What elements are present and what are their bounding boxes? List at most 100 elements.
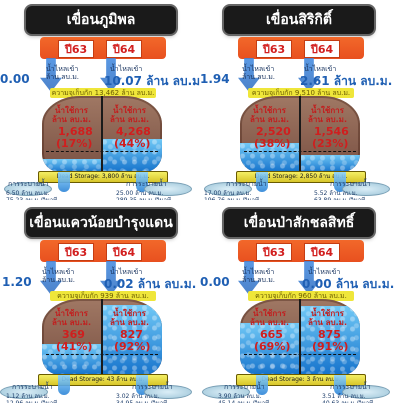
capacity-bar: ความจุเก็บกัก 939 ล้าน ลบ.ม. (50, 291, 156, 301)
release-label-left: การระบายน้ำ (226, 180, 267, 188)
vessel-right: น้ำใช้การ ล้าน ลบ.ม. 4,268 (44%) (102, 96, 162, 172)
inflow-value-left: 0.00 (0, 72, 30, 86)
water-fill-left (42, 343, 102, 375)
year-left-chip: ปี63 (256, 40, 292, 58)
year-left-chip: ปี63 (58, 40, 94, 58)
year-divider (299, 299, 301, 375)
inflow-label-right: น้ำไหลเข้า (304, 65, 337, 73)
vessel-right: น้ำใช้การ ล้าน ลบ.ม. 827 (92%) (102, 299, 162, 375)
vessel-right: น้ำใช้การ ล้าน ลบ.ม. 875 (91%) (300, 299, 360, 375)
outflow-stream-left (256, 172, 268, 192)
release-pool-left (204, 182, 252, 196)
usage-value-right: 875 (318, 328, 341, 341)
outflow-stream-left (58, 172, 70, 192)
usage-percent-right: (91%) (312, 340, 349, 353)
dam-panel: เขื่อนแควน้อยบำรุงแดน ปี63 ปี64 1.20 น้ำ… (0, 203, 200, 403)
year-right-chip: ปี64 (106, 40, 142, 58)
vessel-left: น้ำใช้การ ล้าน ลบ.ม. 369 (41%) (42, 299, 102, 375)
water-fill-left (240, 143, 300, 172)
release-label-right: การระบายน้ำ (126, 180, 167, 188)
water-fill-right (300, 305, 360, 375)
usage-value-right: 1,546 (314, 125, 349, 138)
release-label-right: การระบายน้ำ (132, 383, 173, 391)
inflow-value-right: 10.07 ล้าน ลบ.ม. (104, 74, 200, 88)
usage-value-left: 665 (260, 328, 283, 341)
inflow-label-left: น้ำไหลเข้า ล้าน ลบ.ม. (242, 268, 276, 284)
release-value-right: 3.02 ล้าน ลบ.ม. 34.95 ลบ.ม./วินาที (116, 393, 167, 403)
year-left-chip: ปี63 (58, 243, 94, 261)
year-left-chip: ปี63 (256, 243, 292, 261)
release-label-right: การระบายน้ำ (330, 180, 371, 188)
dead-storage-base: Dead Storage: 43 ล้าน ลบ.ม. (38, 374, 168, 386)
usage-percent-left: (41%) (56, 340, 93, 353)
release-value-left: 6.50 ล้าน ลบ.ม. 75.23 ลบ.ม./วินาที (6, 190, 57, 200)
year-right-chip: ปี64 (304, 243, 340, 261)
inflow-value-left: 0.00 (200, 275, 230, 289)
usage-value-left: 2,520 (256, 125, 291, 138)
reservoir-vessel: น้ำใช้การ ล้าน ลบ.ม. 665 (69%) น้ำใช้การ… (240, 299, 360, 375)
usage-label-right: น้ำใช้การ ล้าน ลบ.ม. (110, 309, 149, 327)
year-right-chip: ปี64 (106, 243, 142, 261)
water-fill-right (102, 305, 162, 375)
usage-label-left: น้ำใช้การ ล้าน ลบ.ม. (250, 106, 289, 124)
release-pool-right (144, 385, 192, 399)
capacity-bar: ความจุเก็บกัก 9,510 ล้าน ลบ.ม. (248, 88, 354, 98)
dead-storage-base: Dead Storage: 2,850 ล้าน ลบ.ม. (236, 171, 366, 183)
release-value-right: 3.51 ล้าน ลบ.ม. 40.63 ลบ.ม./วินาที (322, 393, 373, 403)
reservoir-vessel: น้ำใช้การ ล้าน ลบ.ม. 1,688 (17%) น้ำใช้ก… (42, 96, 162, 172)
release-pool-left (4, 182, 52, 196)
release-pool-left (202, 385, 250, 399)
usage-label-left: น้ำใช้การ ล้าน ลบ.ม. (52, 309, 91, 327)
usage-percent-right: (44%) (114, 137, 151, 150)
dam-title: เขื่อนแควน้อยบำรุงแดน (26, 209, 176, 237)
inflow-value-left: 1.94 (200, 72, 230, 86)
dam-panel: เขื่อนภูมิพล ปี63 ปี64 0.00 น้ำไหลเข้า ล… (0, 0, 200, 200)
release-value-right: 5.52 ล้าน ลบ.ม. 63.89 ลบ.ม./วินาที (314, 190, 365, 200)
usage-label-left: น้ำใช้การ ล้าน ลบ.ม. (52, 106, 91, 124)
vessel-left: น้ำใช้การ ล้าน ลบ.ม. 1,688 (17%) (42, 96, 102, 172)
release-value-left: 17.00 ล้าน ลบ.ม. 196.76 ลบ.ม./วินาที (204, 190, 259, 200)
reservoir-vessel: น้ำใช้การ ล้าน ลบ.ม. 2,520 (38%) น้ำใช้ก… (240, 96, 360, 172)
usage-label-right: น้ำใช้การ ล้าน ลบ.ม. (110, 106, 149, 124)
year-right-chip: ปี64 (304, 40, 340, 58)
reservoir-vessel: น้ำใช้การ ล้าน ลบ.ม. 369 (41%) น้ำใช้การ… (42, 299, 162, 375)
vessel-left: น้ำใช้การ ล้าน ลบ.ม. 665 (69%) (240, 299, 300, 375)
release-value-right: 25.00 ล้าน ลบ.ม. 289.35 ลบ.ม./วินาที (116, 190, 171, 200)
release-label-left: การระบายน้ำ (224, 383, 265, 391)
release-pool-right (144, 182, 192, 196)
usage-value-left: 1,688 (58, 125, 93, 138)
usage-label-right: น้ำใช้การ ล้าน ลบ.ม. (308, 309, 347, 327)
dam-panel: เขื่อนป่าสักชลสิทธิ์ ปี63 ปี64 0.00 น้ำไ… (198, 203, 398, 403)
vessel-left: น้ำใช้การ ล้าน ลบ.ม. 2,520 (38%) (240, 96, 300, 172)
outflow-stream-left (256, 375, 268, 395)
dam-title: เขื่อนภูมิพล (26, 6, 176, 34)
inflow-label-right: น้ำไหลเข้า (110, 268, 143, 276)
capacity-bar: ความจุเก็บกัก 960 ล้าน ลบ.ม. (248, 291, 354, 301)
inflow-label-right: น้ำไหลเข้า (308, 268, 341, 276)
usage-percent-left: (69%) (254, 340, 291, 353)
release-label-right: การระบายน้ำ (330, 383, 371, 391)
outflow-stream-left (58, 375, 70, 395)
usage-value-right: 827 (120, 328, 143, 341)
year-divider (101, 96, 103, 172)
inflow-label-left: น้ำไหลเข้า ล้าน ลบ.ม. (242, 65, 276, 81)
dam-title: เขื่อนสิริกิติ์ (224, 6, 374, 34)
inflow-value-right: 2.61 ล้าน ลบ.ม. (300, 74, 393, 88)
release-pool-left (0, 385, 48, 399)
capacity-bar: ความจุเก็บกัก 13,462 ล้าน ลบ.ม. (50, 88, 156, 98)
usage-label-right: น้ำใช้การ ล้าน ลบ.ม. (308, 106, 347, 124)
usage-percent-left: (17%) (56, 137, 93, 150)
release-value-left: 1.12 ล้าน ลบ.ม. 12.96 ลบ.ม./วินาที (6, 393, 57, 403)
dam-panel: เขื่อนสิริกิติ์ ปี63 ปี64 1.94 น้ำไหลเข้… (198, 0, 398, 200)
water-fill-left (42, 159, 102, 172)
usage-value-left: 369 (62, 328, 85, 341)
inflow-label-right: น้ำไหลเข้า (110, 65, 143, 73)
vessel-right: น้ำใช้การ ล้าน ลบ.ม. 1,546 (23%) (300, 96, 360, 172)
water-fill-right (102, 138, 162, 172)
inflow-label-left: น้ำไหลเข้า ล้าน ลบ.ม. (42, 268, 76, 284)
usage-percent-right: (92%) (114, 340, 151, 353)
release-label-left: การระบายน้ำ (12, 383, 53, 391)
release-label-left: การระบายน้ำ (8, 180, 49, 188)
dead-storage-base: Dead Storage: 3 ล้าน ลบ.ม. (236, 374, 366, 386)
